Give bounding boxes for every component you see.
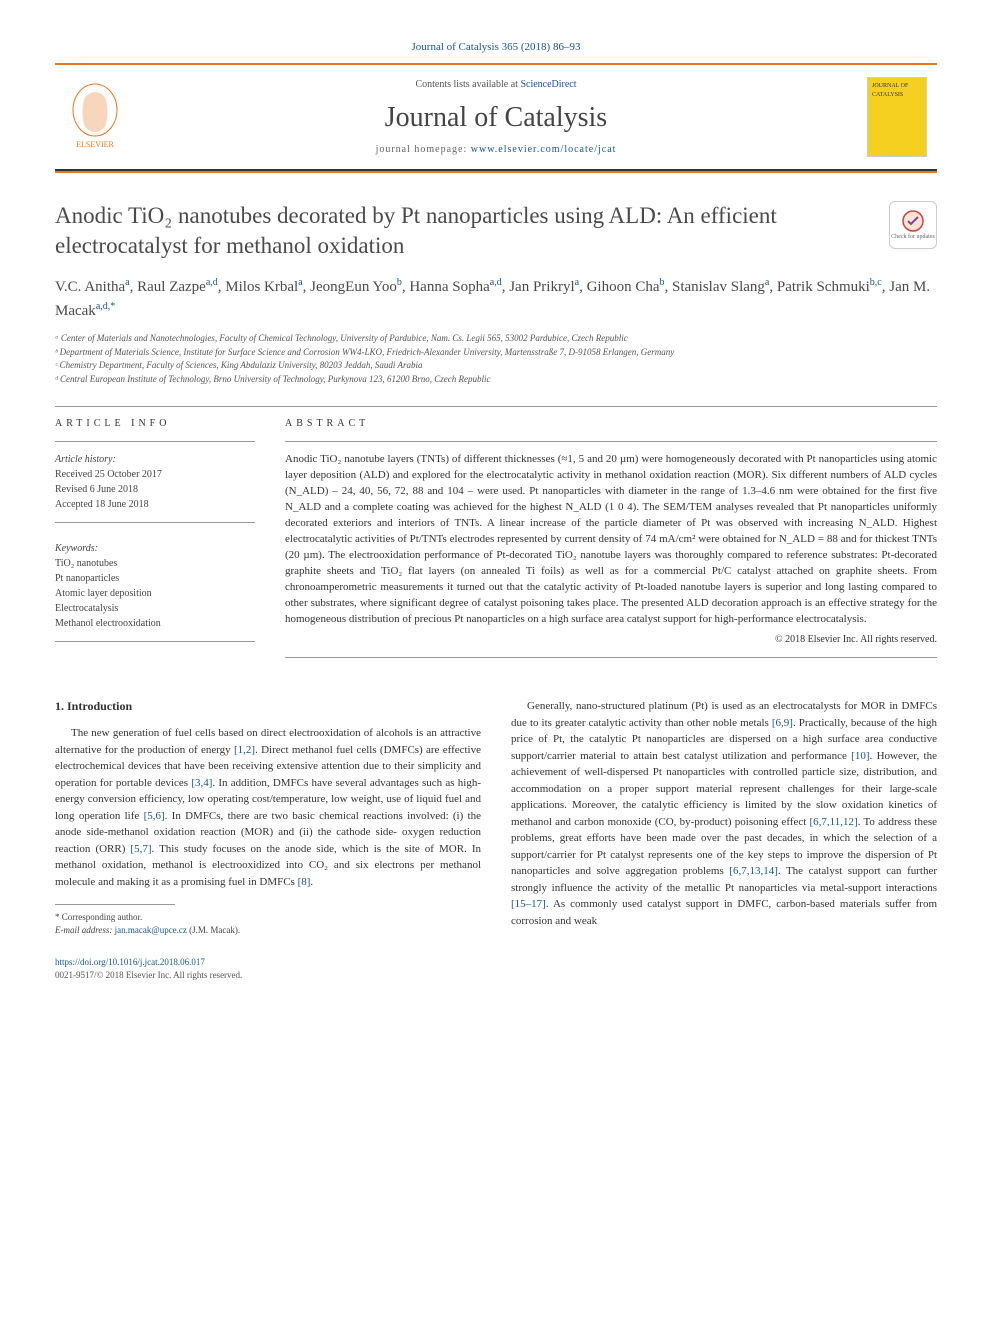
body-column-right: Generally, nano-structured platinum (Pt)… <box>511 698 937 981</box>
doi-link[interactable]: https://doi.org/10.1016/j.jcat.2018.06.0… <box>55 957 205 967</box>
info-divider <box>55 441 255 442</box>
corresponding-author-note: * Corresponding author. <box>55 911 481 924</box>
info-divider-3 <box>55 641 255 642</box>
citation-header: Journal of Catalysis 365 (2018) 86–93 <box>55 40 937 55</box>
affiliation-c: ᶜ Chemistry Department, Faculty of Scien… <box>55 359 937 373</box>
homepage-link[interactable]: www.elsevier.com/locate/jcat <box>471 144 617 155</box>
keyword-item: Atomic layer deposition <box>55 586 255 601</box>
abstract-column: ABSTRACT Anodic TiO₂ nanotube layers (TN… <box>285 417 937 668</box>
check-updates-label: Check for updates <box>891 233 935 241</box>
intro-paragraph-2: Generally, nano-structured platinum (Pt)… <box>511 698 937 929</box>
keyword-item: TiO₂ nanotubes <box>55 556 255 571</box>
corresponding-email-link[interactable]: jan.macak@upce.cz <box>115 925 187 935</box>
citation-link[interactable]: [15–17] <box>511 898 546 910</box>
accepted-date: Accepted 18 June 2018 <box>55 497 255 512</box>
section-divider <box>55 406 937 407</box>
keyword-item: Electrocatalysis <box>55 601 255 616</box>
affiliations-block: ᵃ Center of Materials and Nanotechnologi… <box>55 332 937 386</box>
citation-link[interactable]: [1,2] <box>234 744 255 756</box>
sciencedirect-link[interactable]: ScienceDirect <box>520 79 576 90</box>
footnotes-block: * Corresponding author. E-mail address: … <box>55 911 481 936</box>
issn-copyright-line: 0021-9517/© 2018 Elsevier Inc. All right… <box>55 969 481 982</box>
citation-link[interactable]: [3,4] <box>191 777 212 789</box>
email-label: E-mail address: <box>55 925 115 935</box>
received-date: Received 25 October 2017 <box>55 467 255 482</box>
abstract-divider <box>285 441 937 442</box>
revised-date: Revised 6 June 2018 <box>55 482 255 497</box>
abstract-divider-bottom <box>285 657 937 658</box>
check-updates-badge[interactable]: Check for updates <box>889 201 937 249</box>
introduction-heading: 1. Introduction <box>55 698 481 715</box>
svg-text:ELSEVIER: ELSEVIER <box>76 140 114 149</box>
abstract-text: Anodic TiO₂ nanotube layers (TNTs) of di… <box>285 452 937 627</box>
citation-link[interactable]: [10] <box>851 750 869 762</box>
article-info-label: ARTICLE INFO <box>55 417 255 431</box>
cover-text-bottom: CATALYSIS <box>872 91 922 99</box>
citation-link[interactable]: [5,7] <box>130 843 151 855</box>
homepage-label: journal homepage: <box>376 144 471 155</box>
contents-lists-line: Contents lists available at ScienceDirec… <box>125 78 867 92</box>
contents-prefix: Contents lists available at <box>415 79 520 90</box>
citation-link[interactable]: [5,6] <box>144 810 165 822</box>
journal-cover-thumbnail: JOURNAL OF CATALYSIS <box>867 77 927 157</box>
citation-link[interactable]: [6,7,11,12] <box>810 816 858 828</box>
masthead: ELSEVIER Contents lists available at Sci… <box>55 65 937 171</box>
journal-homepage-line: journal homepage: www.elsevier.com/locat… <box>125 143 867 157</box>
authors-line: V.C. Anithaa, Raul Zazpea,d, Milos Krbal… <box>55 275 937 322</box>
info-divider-2 <box>55 522 255 523</box>
article-info-column: ARTICLE INFO Article history: Received 2… <box>55 417 255 668</box>
bottom-accent-rule <box>55 171 937 173</box>
cover-text-top: JOURNAL OF <box>872 82 922 90</box>
check-updates-icon <box>901 209 925 233</box>
email-attribution: (J.M. Macak). <box>187 925 240 935</box>
abstract-label: ABSTRACT <box>285 417 937 431</box>
affiliation-b: ᵇ Department of Materials Science, Insti… <box>55 346 937 360</box>
affiliation-a: ᵃ Center of Materials and Nanotechnologi… <box>55 332 937 346</box>
elsevier-logo: ELSEVIER <box>65 82 125 152</box>
article-title: Anodic TiO₂ nanotubes decorated by Pt na… <box>55 201 873 261</box>
citation-link[interactable]: [8] <box>298 876 311 888</box>
body-column-left: 1. Introduction The new generation of fu… <box>55 698 481 981</box>
affiliation-d: ᵈ Central European Institute of Technolo… <box>55 373 937 387</box>
keyword-item: Pt nanoparticles <box>55 571 255 586</box>
keyword-item: Methanol electrooxidation <box>55 616 255 631</box>
citation-link[interactable]: [6,7,13,14] <box>729 865 778 877</box>
footnote-separator <box>55 904 175 905</box>
keywords-label: Keywords: <box>55 541 255 556</box>
abstract-copyright: © 2018 Elsevier Inc. All rights reserved… <box>285 633 937 647</box>
journal-name: Journal of Catalysis <box>125 98 867 137</box>
citation-link[interactable]: [6,9] <box>772 717 793 729</box>
history-label: Article history: <box>55 452 255 467</box>
intro-paragraph-1: The new generation of fuel cells based o… <box>55 725 481 890</box>
